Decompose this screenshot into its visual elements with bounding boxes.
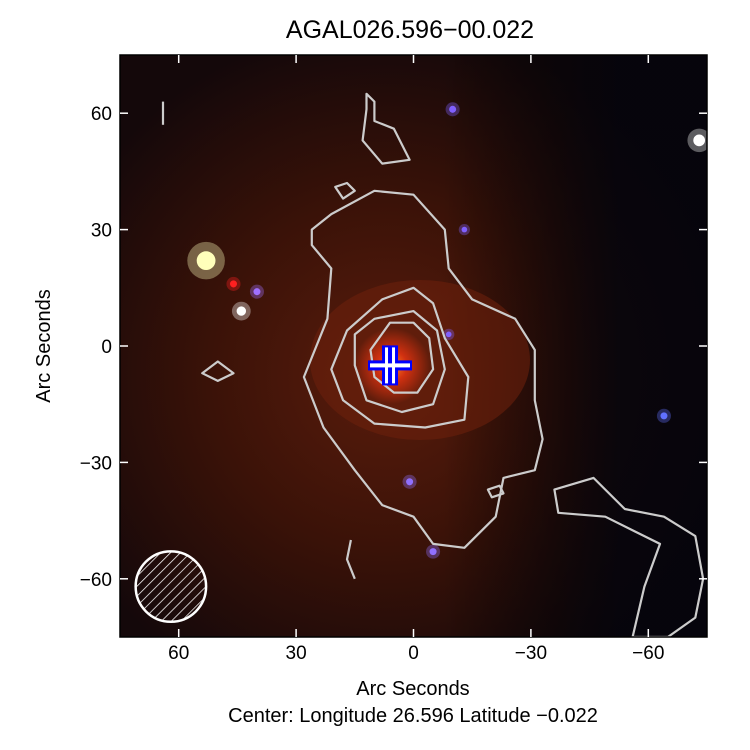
- marker-cross-h: [370, 363, 411, 368]
- point-source: [406, 478, 414, 486]
- x-axis-label: Arc Seconds: [356, 678, 469, 700]
- contour-4: [361, 92, 411, 165]
- marker-cross-v2: [392, 347, 396, 384]
- footer-center-label: Center: Longitude 26.596 Latitude −0.022: [228, 705, 598, 727]
- point-source: [449, 105, 457, 113]
- contour-7: [334, 181, 356, 200]
- point-source: [429, 548, 437, 556]
- y-tick-label: −30: [80, 453, 112, 474]
- x-tick-label: 0: [408, 643, 419, 664]
- contour-8: [486, 484, 505, 499]
- contour-3: [302, 189, 544, 549]
- x-tick-label: 30: [286, 643, 307, 664]
- y-tick-label: 60: [91, 104, 112, 125]
- contour-9: [345, 539, 356, 580]
- image-area: [120, 55, 707, 637]
- contour-0: [369, 321, 435, 394]
- y-axis-label: Arc Seconds: [33, 289, 55, 402]
- y-tick-label: 0: [101, 337, 112, 358]
- y-tick-label: −60: [80, 570, 112, 591]
- point-source: [445, 331, 452, 338]
- y-tick-label: 30: [91, 221, 112, 242]
- x-tick-label: −30: [515, 643, 547, 664]
- x-tick-label: 60: [168, 643, 189, 664]
- contour-6: [201, 360, 235, 382]
- contour-1: [353, 310, 446, 414]
- point-source: [693, 134, 706, 147]
- point-source: [660, 412, 668, 420]
- point-source: [253, 288, 261, 296]
- x-tick-label: −60: [632, 643, 664, 664]
- marker-cross-v1: [385, 347, 389, 384]
- beam-ellipse: [134, 550, 208, 624]
- point-source: [236, 306, 247, 316]
- point-source: [461, 226, 468, 233]
- point-source: [196, 251, 216, 271]
- chart-title: AGAL026.596−00.022: [286, 16, 534, 44]
- point-source: [229, 280, 238, 288]
- contour-5: [553, 476, 705, 637]
- contour-2: [330, 286, 470, 429]
